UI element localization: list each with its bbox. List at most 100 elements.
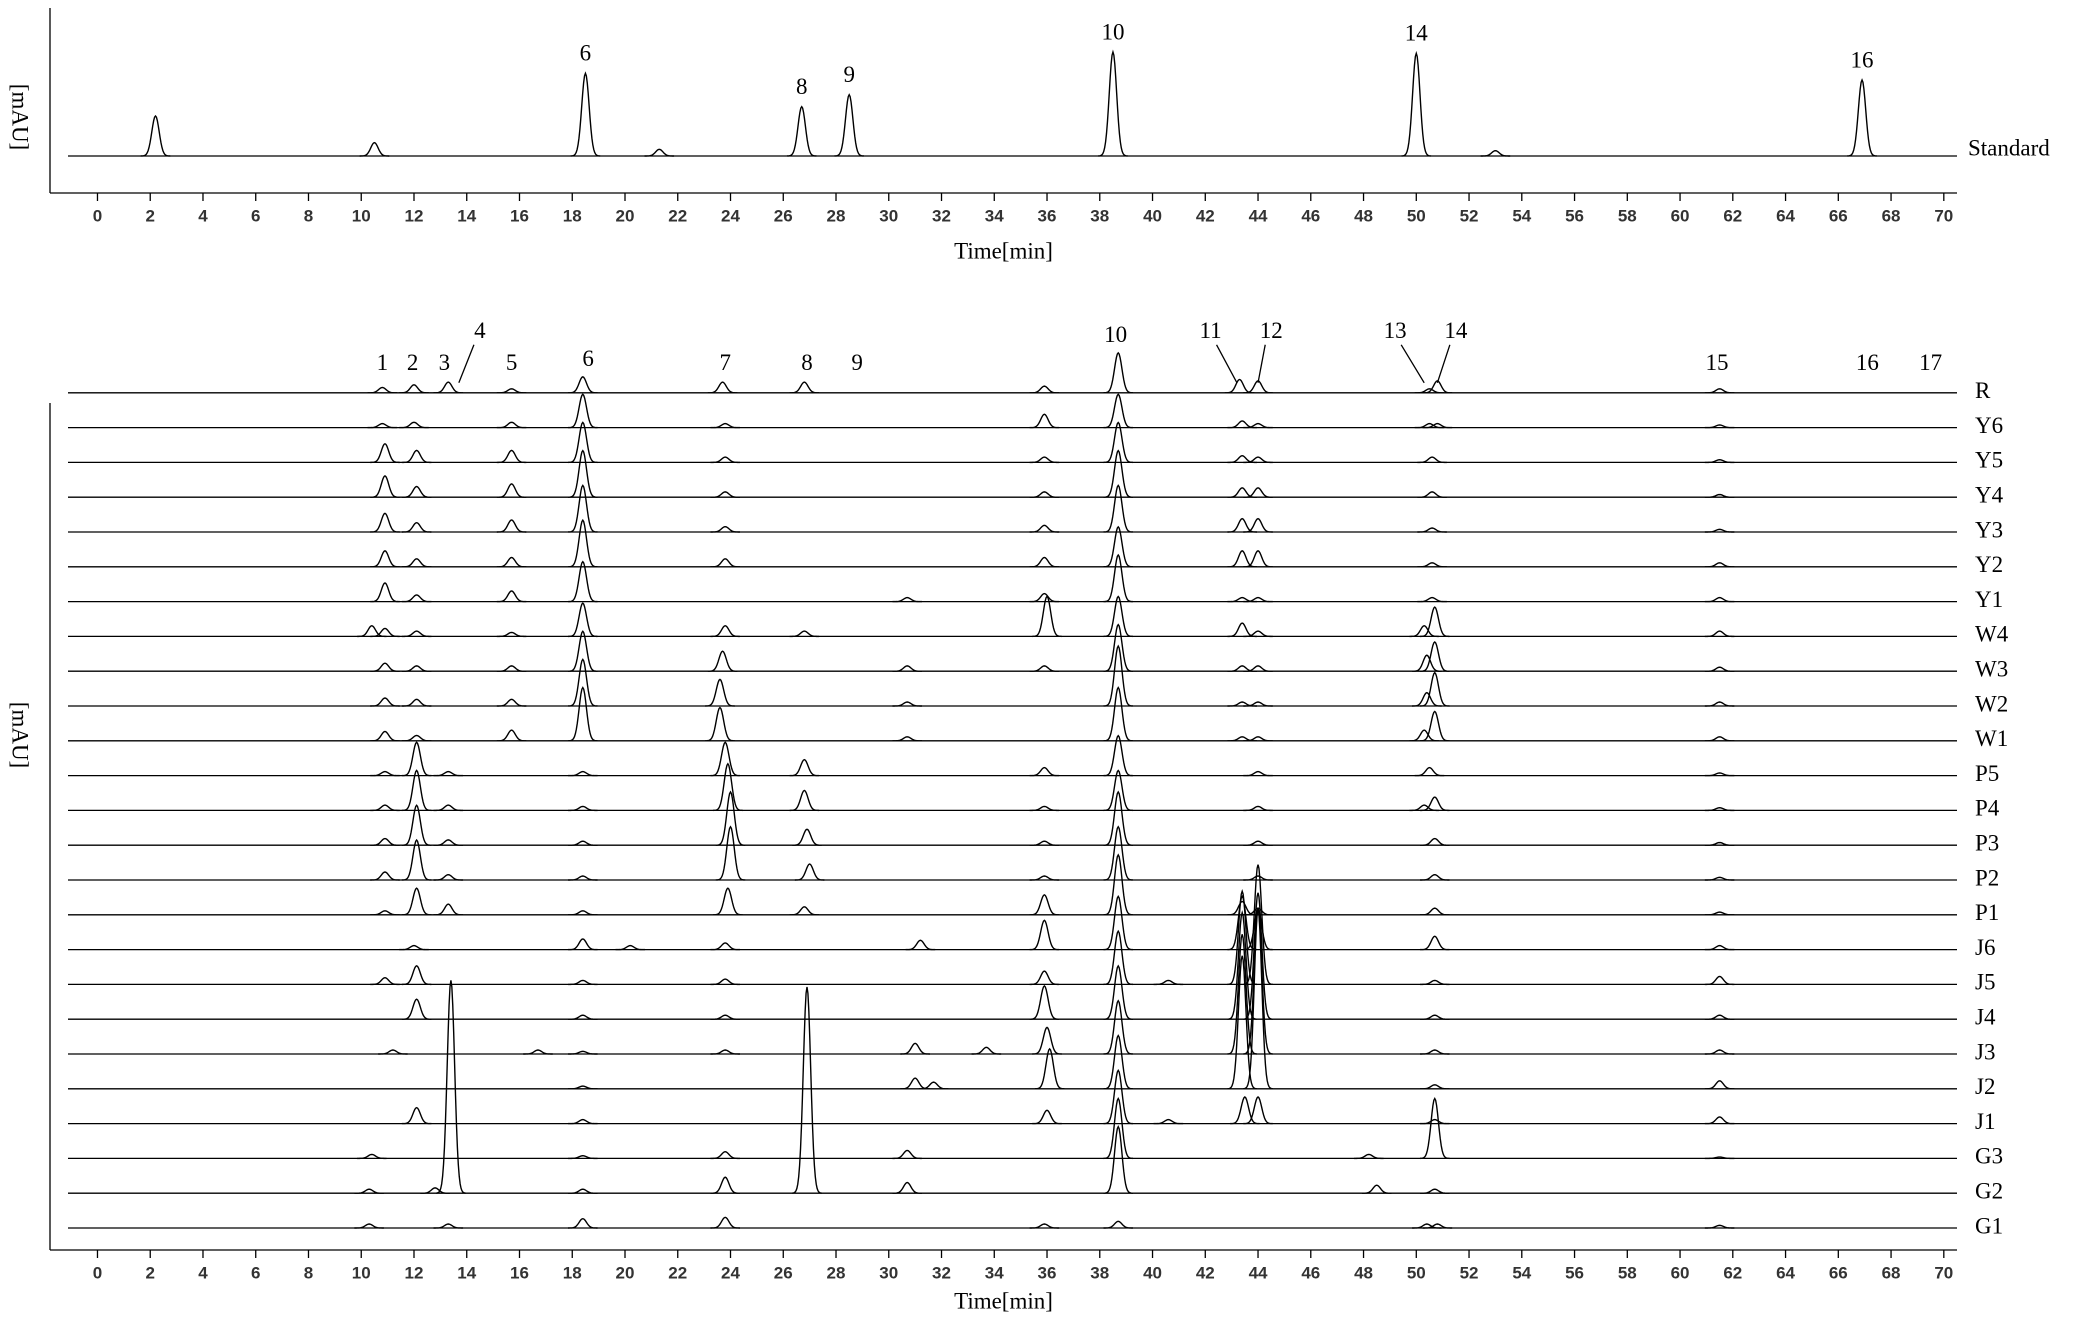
peak [892, 1149, 923, 1160]
peak [568, 518, 598, 568]
y-axis-label: [mAU] [8, 84, 33, 150]
peak [433, 903, 464, 916]
peak [1227, 955, 1258, 1090]
x-tick-label: 58 [1618, 1263, 1637, 1282]
peak [370, 512, 400, 533]
peak [1227, 622, 1257, 638]
peak [401, 485, 432, 498]
peak [370, 475, 400, 498]
peak [1243, 1096, 1273, 1125]
peak [496, 698, 527, 707]
x-tick-label: 0 [93, 1263, 102, 1282]
peak [1419, 710, 1450, 742]
peak [370, 627, 400, 638]
peak [1704, 911, 1735, 916]
peak [1704, 493, 1735, 498]
x-tick-label: 54 [1512, 1263, 1531, 1282]
peak [892, 736, 922, 742]
peak [568, 1217, 598, 1229]
peak [1103, 1096, 1134, 1160]
x-tick-label: 40 [1143, 1263, 1162, 1282]
peak [1243, 909, 1273, 1090]
peak [1029, 766, 1060, 777]
peak [789, 630, 820, 638]
x-tick-label: 10 [352, 206, 371, 225]
peak [568, 1085, 598, 1090]
peak [568, 630, 598, 672]
peak [1103, 484, 1134, 533]
peak [1704, 944, 1735, 951]
peak [1704, 459, 1735, 464]
peak [1243, 875, 1273, 881]
peak [1029, 984, 1060, 1020]
peak [568, 805, 598, 812]
peak [1103, 790, 1134, 846]
peak [401, 838, 432, 881]
peak [715, 790, 746, 846]
peak [1243, 487, 1273, 498]
peak [399, 421, 429, 429]
x-tick-label: 70 [1934, 1263, 1953, 1282]
x-tick-label: 66 [1829, 1263, 1848, 1282]
trace-name: G3 [1975, 1144, 2003, 1169]
peak [1029, 385, 1060, 394]
peak-number: 13 [1384, 318, 1407, 343]
peak [436, 980, 466, 1194]
peak [401, 1106, 432, 1125]
x-tick-label: 8 [304, 1263, 313, 1282]
peak-number: 17 [1919, 350, 1942, 375]
peak [1153, 1118, 1184, 1125]
x-tick-label: 46 [1301, 1263, 1320, 1282]
x-tick-label: 34 [985, 1263, 1004, 1282]
peak [433, 381, 464, 394]
peak [401, 741, 432, 777]
peak-number: 3 [439, 350, 451, 375]
peak [707, 650, 738, 672]
peak [1103, 1034, 1134, 1090]
peak [1704, 772, 1735, 777]
x-tick-label: 52 [1460, 1263, 1479, 1282]
peak [433, 1223, 464, 1229]
peak [401, 887, 432, 916]
x-tick-label: 16 [510, 206, 529, 225]
peak [1409, 625, 1439, 638]
peak [892, 665, 922, 672]
peak [357, 1153, 387, 1160]
peak [496, 421, 527, 429]
peak [1230, 1096, 1260, 1125]
peak-number: 8 [801, 350, 813, 375]
x-tick-label: 4 [198, 1263, 208, 1282]
peak [1243, 770, 1273, 777]
peak [1704, 562, 1735, 568]
peak [905, 939, 936, 951]
peak [1480, 149, 1511, 157]
peak [1412, 654, 1442, 672]
trace-name: P3 [1975, 830, 1999, 855]
peak-label: 14 [1405, 21, 1429, 46]
peak [568, 910, 598, 916]
peak [792, 828, 822, 846]
peak [1243, 840, 1273, 846]
peak [1227, 900, 1257, 916]
x-tick-label: 18 [563, 1263, 582, 1282]
peak [568, 484, 598, 533]
x-axis-label: Time[min] [954, 1288, 1053, 1313]
x-tick-label: 60 [1671, 1263, 1690, 1282]
x-tick-label: 66 [1829, 206, 1848, 225]
peak [496, 631, 527, 638]
x-tick-label: 64 [1776, 1263, 1795, 1282]
x-axis-label: Time[min] [954, 238, 1053, 263]
x-tick-label: 52 [1460, 206, 1479, 225]
peak [568, 421, 598, 464]
peak [1227, 665, 1257, 672]
peak [370, 550, 400, 568]
peak [1419, 671, 1450, 707]
peak [1243, 517, 1273, 533]
trace-name: Standard [1968, 135, 2050, 160]
trace-name: P1 [1975, 900, 1999, 925]
peak-number: 6 [582, 346, 594, 371]
x-tick-label: 24 [721, 1263, 740, 1282]
peak [789, 381, 820, 394]
peak [370, 804, 400, 812]
x-tick-label: 56 [1565, 206, 1584, 225]
